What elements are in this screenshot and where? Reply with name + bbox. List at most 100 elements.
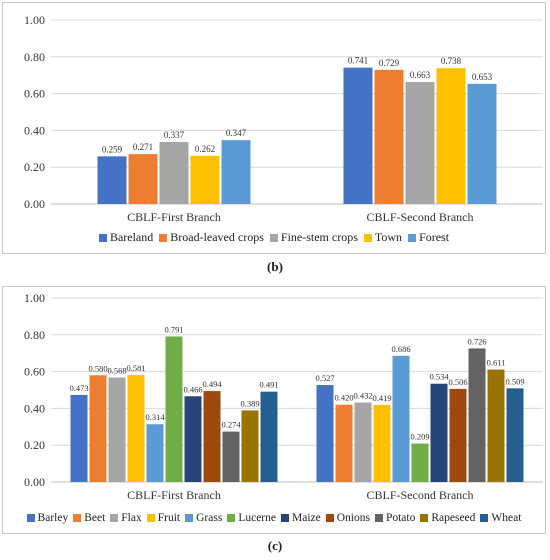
x-category-label: CBLF-Second Branch [367,210,474,224]
bar [70,394,88,482]
legend-swatch [363,233,372,242]
data-label: 0.506 [448,377,467,387]
y-tick-label: 0.00 [24,197,45,211]
bar [89,375,107,482]
legend-swatch [73,514,82,522]
bar [221,140,251,204]
bar [487,369,505,482]
bar [467,83,497,204]
bar [203,391,221,482]
bar [449,388,467,482]
y-tick-label: 0.60 [24,365,45,379]
bar [506,388,524,482]
y-tick-label: 0.00 [24,475,45,489]
data-label: 0.262 [195,144,215,154]
y-tick-label: 0.80 [24,328,45,342]
data-label: 0.494 [202,379,222,389]
data-label: 0.726 [467,336,486,346]
data-label: 0.209 [410,432,429,442]
bar [436,68,466,204]
y-tick-label: 0.40 [24,123,45,137]
legend-label: Onions [336,512,370,524]
chart-panel-b: 0.00 0.20 0.40 0.60 0.80 1.00 0.259 0.271 0.337 0… [2,2,546,254]
legend-item: Wheat [480,512,521,524]
data-label: 0.738 [441,56,462,66]
bar [190,155,220,204]
legend-item: Forest [408,230,449,245]
legend-label: Barley [37,512,69,524]
data-label: 0.686 [391,344,410,354]
legend-swatch [159,233,168,242]
legend-label: Flax [121,512,142,524]
data-label: 0.271 [133,142,153,152]
data-label: 0.580 [88,363,107,373]
legend-item: Barley [26,512,69,524]
legend-swatch [374,514,383,522]
bar-chart-b: 0.00 0.20 0.40 0.60 0.80 1.00 0.259 0.271 0.337 0… [24,13,543,224]
data-label: 0.389 [240,398,259,408]
data-label: 0.509 [505,376,524,386]
bar [108,377,126,482]
data-label: 0.314 [145,412,165,422]
data-label: 0.581 [126,363,145,373]
data-label: 0.491 [259,380,278,390]
legend-swatch [408,233,417,242]
bar [97,156,127,204]
legend-item: Onions [325,512,370,524]
legend-item: Bareland [98,230,153,245]
legend-item: Grass [185,512,222,524]
y-tick-label: 1.00 [24,291,45,305]
data-label: 0.729 [379,58,400,68]
legend-swatch [185,514,194,522]
data-label: 0.741 [348,56,368,66]
x-category-label: CBLF-First Branch [127,210,221,224]
bar [430,383,448,482]
legend-item: Fine-stem crops [269,230,358,245]
x-category-label: CBLF-First Branch [127,488,221,502]
data-label: 0.611 [487,358,506,368]
bar [159,141,189,204]
bar [335,404,353,482]
legend-swatch [280,514,289,522]
legend-swatch [420,514,429,522]
bar [405,82,435,204]
bar [127,375,145,482]
y-tick-label: 0.60 [24,87,45,101]
legend-swatch [146,514,155,522]
y-tick-label: 0.80 [24,50,45,64]
y-tick-label: 0.40 [24,401,45,415]
y-tick-label: 1.00 [24,13,45,27]
legend-label: Lucerne [238,512,276,524]
legend-label: Broad-leaved crops [170,230,264,244]
chart-panel-c: 0.00 0.20 0.40 0.60 0.80 1.00 0.473 0.580 0.568 0… [2,286,546,534]
data-label: 0.663 [410,70,431,80]
legend-label: Town [374,230,403,244]
legend-swatch [480,514,489,522]
data-label: 0.420 [334,393,353,403]
legend-item: Broad-leaved crops [159,230,264,245]
data-label: 0.534 [429,372,449,382]
data-label: 0.337 [164,130,185,140]
bar [354,402,372,482]
legend-label: Fine-stem crops [280,230,358,244]
bar [392,355,410,482]
legend-label: Potato [385,512,416,524]
legend-swatch [26,514,35,522]
legend-swatch [98,233,107,242]
data-label: 0.419 [372,393,391,403]
legend-label: Forest [419,230,450,244]
bar [343,67,373,204]
legend-label: Fruit [157,512,181,524]
legend-item: Rapeseed [420,512,475,524]
legend-swatch [269,233,278,242]
legend-item: Lucerne [227,512,276,524]
bar [468,348,486,482]
legend-item: Beet [73,512,105,524]
legend-item: Maize [280,512,321,524]
data-label: 0.274 [221,420,241,430]
legend-item: Fruit [146,512,181,524]
y-tick-label: 0.20 [24,438,45,452]
legend-label: Wheat [491,512,522,524]
data-label: 0.473 [69,383,88,393]
